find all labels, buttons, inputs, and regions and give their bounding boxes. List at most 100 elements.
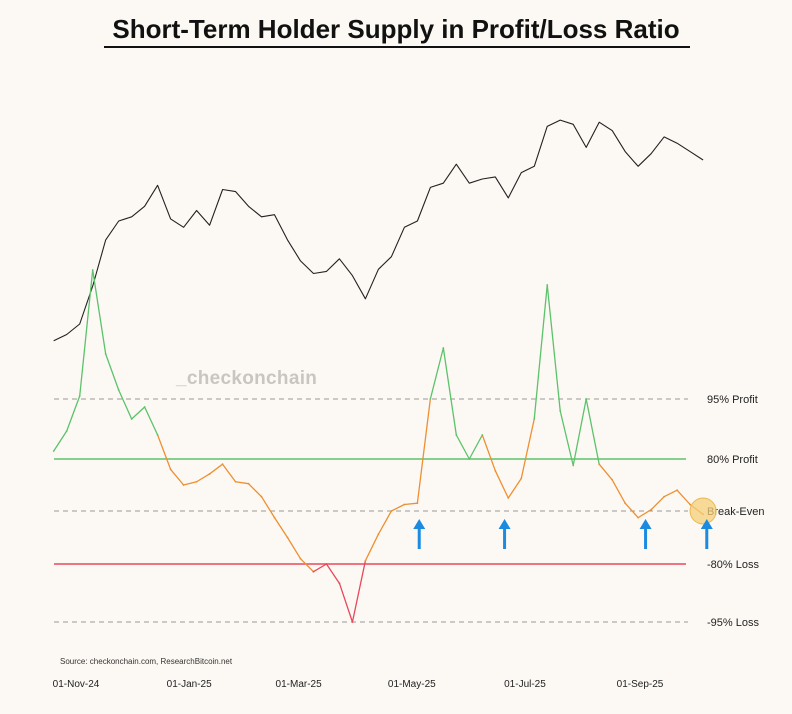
- ratio-point-30: [442, 347, 445, 349]
- ratio-point-40: [572, 464, 575, 467]
- ratio-segment-10: [182, 481, 198, 486]
- reference-label-0: 95% Profit: [707, 394, 758, 406]
- ratio-segment-30: [442, 347, 457, 436]
- ratio-segment-2: [79, 269, 94, 397]
- ratio-point-31: [455, 434, 458, 436]
- arrow-head-2: [639, 519, 652, 529]
- ratio-point-33: [481, 434, 484, 436]
- ratio-point-20: [312, 570, 315, 573]
- ratio-series: [52, 269, 704, 623]
- ratio-point-42: [598, 463, 601, 466]
- annotation-markers: [413, 497, 717, 549]
- ratio-point-10: [182, 484, 185, 486]
- ratio-segment-39: [559, 410, 574, 467]
- x-tick-0: 01-Nov-24: [53, 679, 100, 690]
- ratio-point-41: [585, 398, 588, 400]
- x-tick-2: 01-Mar-25: [276, 679, 323, 690]
- ratio-segment-14: [234, 481, 250, 485]
- ratio-point-14: [234, 480, 237, 483]
- highlight-circle: [689, 497, 717, 525]
- ratio-segment-40: [572, 398, 587, 467]
- ratio-segment-4: [105, 353, 120, 391]
- arrow-head-1: [498, 519, 511, 529]
- ratio-point-3: [91, 269, 94, 271]
- ratio-point-6: [130, 418, 133, 420]
- ratio-point-36: [520, 477, 523, 480]
- ratio-segment-28: [416, 398, 432, 504]
- reference-label-1: 80% Profit: [707, 454, 758, 466]
- ratio-segment-19: [299, 558, 315, 573]
- chart-title: Short-Term Holder Supply in Profit/Loss …: [112, 14, 680, 44]
- ratio-point-2: [78, 395, 81, 397]
- ratio-point-16: [260, 495, 263, 498]
- price-series: [53, 119, 704, 342]
- ratio-point-19: [299, 557, 302, 560]
- ratio-segment-37: [533, 284, 548, 420]
- ratio-point-37: [533, 418, 536, 420]
- ratio-segment-33: [481, 434, 496, 472]
- x-tick-1: 01-Jan-25: [167, 679, 212, 690]
- ratio-segment-8: [156, 434, 172, 471]
- ratio-point-28: [416, 502, 419, 505]
- ratio-point-23: [351, 621, 354, 623]
- x-tick-5: 01-Sep-25: [617, 679, 664, 690]
- ratio-point-43: [611, 478, 614, 481]
- ratio-point-47: [663, 495, 666, 498]
- ratio-segment-11: [195, 473, 211, 483]
- ratio-point-27: [403, 503, 406, 506]
- ratio-point-13: [221, 463, 224, 466]
- ratio-segment-9: [169, 468, 185, 486]
- ratio-point-38: [546, 284, 549, 286]
- ratio-point-25: [377, 533, 380, 536]
- ratio-point-44: [624, 502, 627, 505]
- reference-label-2: Break-Even: [707, 506, 764, 518]
- ratio-point-11: [195, 480, 198, 483]
- ratio-segment-23: [351, 560, 367, 623]
- ratio-segment-20: [312, 563, 328, 573]
- ratio-point-21: [325, 563, 328, 565]
- price-line: [53, 119, 704, 342]
- ratio-segment-25: [377, 510, 393, 535]
- ratio-point-35: [507, 497, 510, 499]
- ratio-point-29: [429, 398, 432, 400]
- ratio-point-0: [52, 450, 55, 452]
- ratio-point-18: [286, 536, 289, 539]
- ratio-point-49: [689, 503, 691, 506]
- ratio-segment-34: [494, 470, 509, 499]
- ratio-point-22: [338, 582, 341, 585]
- ratio-segment-48: [676, 489, 691, 506]
- x-axis-ticks: 01-Nov-24 01-Jan-25 01-Mar-25 01-May-25 01-J…: [53, 679, 664, 690]
- ratio-segment-7: [143, 406, 159, 436]
- ratio-segment-29: [429, 347, 444, 400]
- ratio-segment-42: [598, 463, 613, 481]
- ratio-segment-35: [507, 477, 522, 499]
- ratio-segment-36: [520, 418, 535, 480]
- arrow-head-3: [700, 519, 713, 529]
- ratio-point-26: [390, 510, 393, 512]
- ratio-point-48: [676, 489, 679, 492]
- ratio-segment-21: [325, 563, 341, 584]
- ratio-segment-46: [650, 496, 665, 511]
- ratio-segment-22: [338, 582, 354, 623]
- ratio-segment-38: [546, 284, 561, 412]
- ratio-point-12: [208, 473, 211, 475]
- ratio-segment-3: [92, 269, 107, 355]
- ratio-point-46: [650, 508, 653, 511]
- ratio-segment-27: [403, 502, 419, 506]
- watermark: _checkonchain: [176, 368, 318, 389]
- ratio-segment-43: [611, 479, 626, 504]
- reference-label-4: -95% Loss: [707, 617, 759, 629]
- ratio-segment-0: [53, 430, 68, 452]
- ratio-segment-47: [663, 489, 678, 498]
- ratio-segment-15: [247, 483, 263, 498]
- ratio-point-17: [273, 516, 276, 519]
- source-note: Source: checkonchain.com, ResearchBitcoi…: [60, 657, 233, 666]
- title-underline: [104, 46, 690, 48]
- ratio-segment-6: [131, 406, 146, 420]
- x-tick-3: 01-May-25: [388, 679, 436, 690]
- ratio-segment-13: [221, 463, 237, 483]
- ratio-segment-18: [286, 536, 302, 560]
- ratio-segment-17: [273, 516, 289, 539]
- ratio-point-45: [637, 516, 640, 519]
